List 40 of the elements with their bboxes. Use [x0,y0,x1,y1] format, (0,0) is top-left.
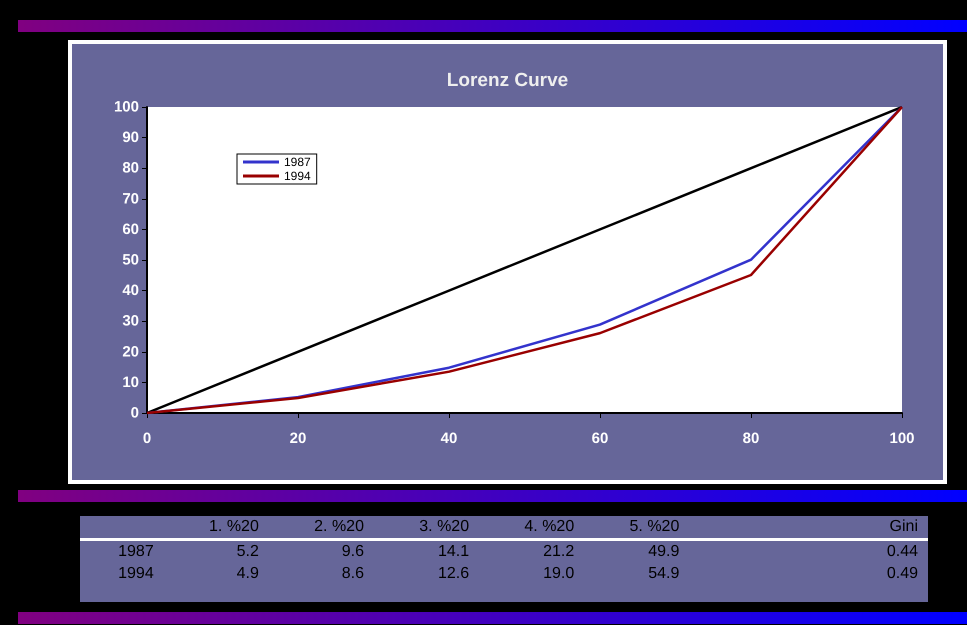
data-label: 19.0 [542,564,576,584]
category-label: 4. %20 [479,516,584,540]
x-tick-label: 0 [142,430,152,447]
data-label: 14.1 [436,542,470,562]
x-tick-label: 40 [440,430,458,447]
x-tick-label: 80 [742,430,760,447]
category-label: 2. %20 [268,516,374,540]
x-tick-label: 20 [290,430,306,447]
data-label: 8.6 [340,564,365,584]
y-tick-label: 20 [122,343,139,360]
data-label: 9.6 [340,542,365,562]
data-label: 0.44 [886,542,919,562]
legend-label: 1994 [284,169,312,183]
y-tick-label: 60 [122,220,139,238]
category-label: 5. %20 [584,516,690,540]
data-label: 49.9 [647,542,680,562]
y-tick-label: 70 [122,190,139,208]
y-tick-label: 50 [122,252,139,268]
x-tick-label: 100 [889,430,915,447]
y-tick-label: 90 [122,129,139,146]
text: 1994 [117,564,155,584]
x-tick-label: 60 [592,430,608,447]
y-tick-label: 30 [122,312,139,330]
y-tick-label: 80 [122,160,139,177]
category-label: Gini [689,516,928,540]
data-label: 54.9 [647,564,680,584]
y-tick-label: 100 [114,98,139,116]
data-label: 0.49 [886,564,919,584]
legend-label: 1987 [284,155,312,169]
data-label: 4.9 [236,564,260,584]
data-label: 12.6 [436,564,470,584]
chart-title: Lorenz Curve [446,70,568,91]
y-tick-label: 40 [122,282,139,300]
series-label: 1987 [117,542,155,562]
category-label: 1. %20 [164,516,269,540]
data-label: 5.2 [236,542,260,562]
data-label: 21.2 [542,542,576,562]
y-tick-label: 0 [130,404,139,422]
y-tick-label: 10 [122,374,139,391]
category-label: 3. %20 [374,516,480,540]
